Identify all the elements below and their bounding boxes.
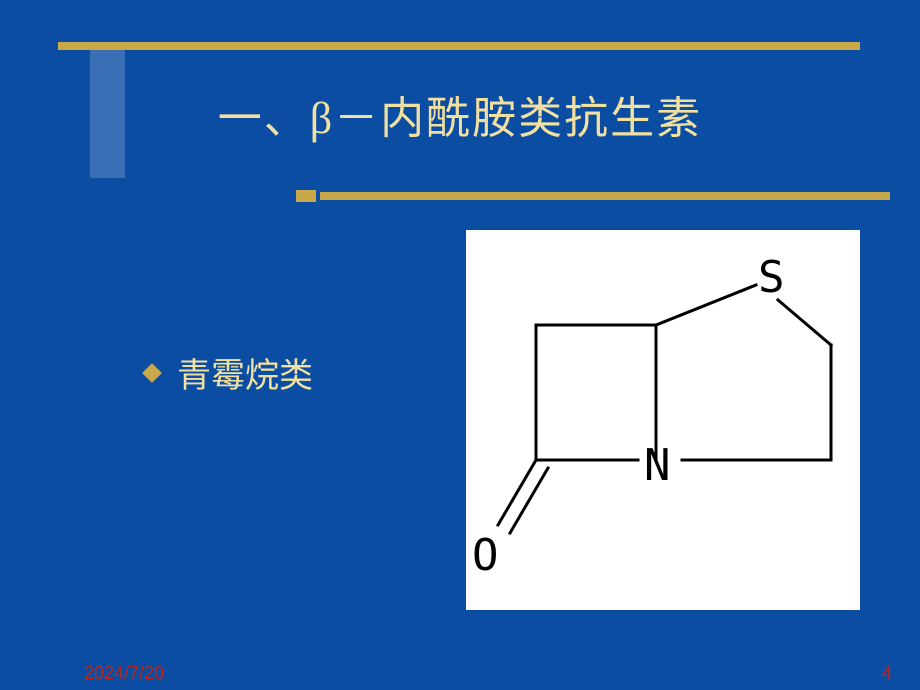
title-underline-notch [296,190,316,202]
slide-title: 一、β－内酰胺类抗生素 [0,82,920,146]
atom-N: N [644,440,671,491]
atom-O: O [472,530,499,581]
title-underline [320,192,890,200]
footer-page-number: 4 [882,663,892,684]
accent-top-bar [58,42,860,50]
diamond-bullet-icon [142,363,162,383]
chemical-structure-diagram: S N O [466,230,860,610]
footer-date: 2024/7/20 [84,663,164,684]
bullet-item: 青霉烷类 [145,348,313,397]
bullet-text: 青霉烷类 [177,348,313,397]
atom-S: S [758,252,785,303]
